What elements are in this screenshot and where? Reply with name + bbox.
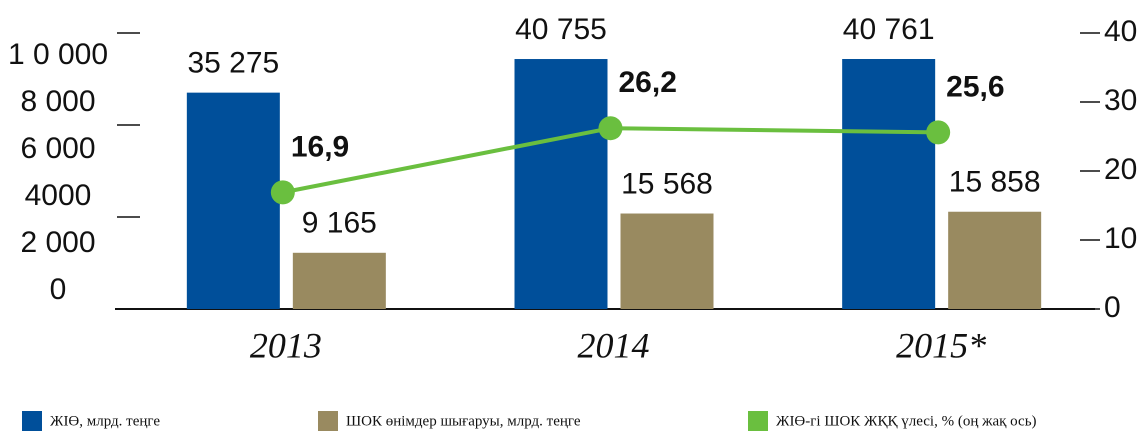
line-label: 26,2 [619, 66, 677, 99]
y2-tick-label: 30 [1104, 84, 1137, 117]
y2-tick-label: 40 [1104, 15, 1137, 48]
bar-label: 15 568 [621, 167, 713, 200]
y2-tick-label: 10 [1104, 222, 1137, 255]
x-tick-label: 2015* [896, 325, 986, 365]
line-label: 16,9 [291, 130, 349, 163]
line-point [598, 116, 623, 141]
x-tick-label: 2014 [578, 325, 650, 365]
legend-label: ЖІӨ-гі ШОК ЖҚҚ үлесі, % (оң жақ ось) [776, 413, 1037, 429]
bar [514, 59, 608, 310]
bar-label: 40 755 [515, 13, 607, 46]
y-tick-label: 6 000 [20, 132, 95, 165]
bar [842, 58, 936, 309]
legend-label: ШОК өнімдер шығаруы, млрд. теңге [346, 413, 581, 429]
legend-swatch [748, 411, 768, 431]
bar-label: 15 858 [949, 166, 1041, 199]
bar [948, 211, 1042, 309]
line-point [270, 180, 295, 205]
legend-swatch [318, 411, 338, 431]
legend-swatch [22, 411, 42, 431]
line-label: 25,6 [946, 70, 1004, 103]
y-tick-label: 0 [50, 273, 67, 306]
x-tick-label: 2013 [250, 325, 322, 365]
y-tick-label: 8 000 [20, 85, 95, 118]
bar [292, 252, 386, 309]
y2-tick-label: 20 [1104, 153, 1137, 186]
bar [186, 92, 280, 309]
y-tick-label: 2 000 [20, 226, 95, 259]
y-tick-label: 1 0 000 [8, 38, 108, 71]
bar-label: 35 275 [187, 47, 279, 80]
line-point [926, 120, 951, 145]
y-tick-label: 4000 [25, 179, 92, 212]
bar [620, 213, 714, 309]
bar-label: 40 761 [843, 13, 935, 46]
legend-label: ЖІӨ, млрд. теңге [50, 413, 160, 429]
y2-tick-label: 0 [1104, 291, 1121, 324]
bar-label: 9 165 [302, 207, 377, 240]
